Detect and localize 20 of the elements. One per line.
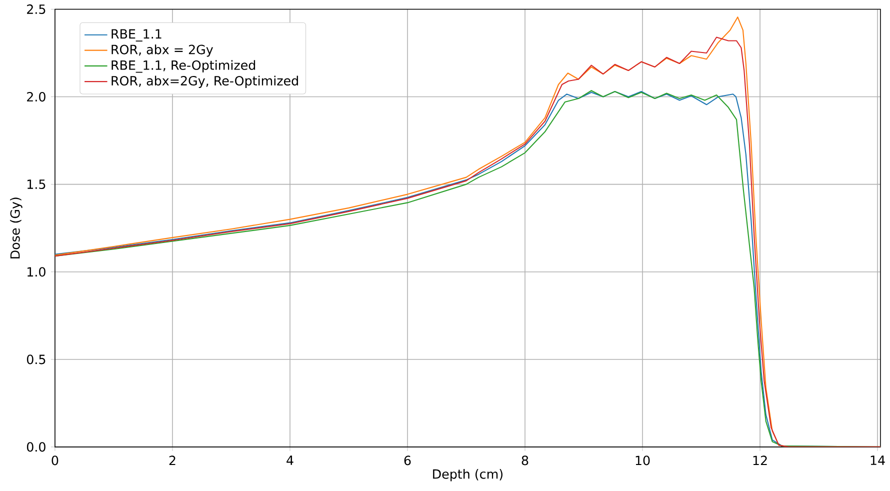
legend-label: RBE_1.1 xyxy=(112,29,162,42)
y-tick-label: 1.0 xyxy=(28,267,46,277)
x-tick-label: 0 xyxy=(52,456,58,466)
legend-label: ROR, abx=2Gy, Re-Optimized xyxy=(112,76,298,88)
x-axis-title: Depth (cm) xyxy=(433,469,502,482)
legend-label: RBE_1.1, Re-Optimized xyxy=(112,60,256,73)
legend-label: ROR, abx = 2Gy xyxy=(112,44,214,57)
x-tick-label: 6 xyxy=(404,456,411,466)
y-tick-label: 0.0 xyxy=(26,442,46,452)
x-tick-label: 10 xyxy=(636,456,650,466)
y-tick-label: 2.5 xyxy=(27,4,46,14)
y-tick-label: 1.5 xyxy=(28,180,46,190)
x-tick-label: 2 xyxy=(169,456,176,466)
x-tick-label: 14 xyxy=(870,456,885,465)
x-tick-label: 4 xyxy=(286,456,294,465)
y-tick-label: 2.0 xyxy=(27,92,46,102)
y-axis-title: Dose (Gy) xyxy=(10,198,22,258)
x-tick-label: 8 xyxy=(522,456,528,466)
x-tick-label: 12 xyxy=(753,456,767,466)
y-tick-label: 0.5 xyxy=(26,354,46,364)
